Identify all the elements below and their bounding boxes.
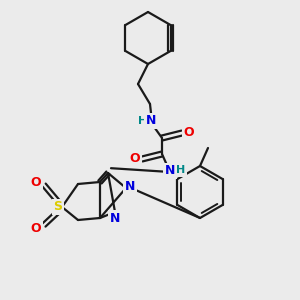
Text: O: O	[31, 176, 41, 188]
Text: O: O	[130, 152, 140, 166]
Text: H: H	[176, 165, 186, 175]
Text: O: O	[31, 221, 41, 235]
Text: N: N	[110, 212, 120, 224]
Text: N: N	[165, 164, 175, 178]
Text: H: H	[138, 116, 148, 126]
Text: S: S	[53, 200, 62, 214]
Text: O: O	[184, 127, 194, 140]
Text: N: N	[125, 181, 135, 194]
Text: N: N	[146, 115, 156, 128]
